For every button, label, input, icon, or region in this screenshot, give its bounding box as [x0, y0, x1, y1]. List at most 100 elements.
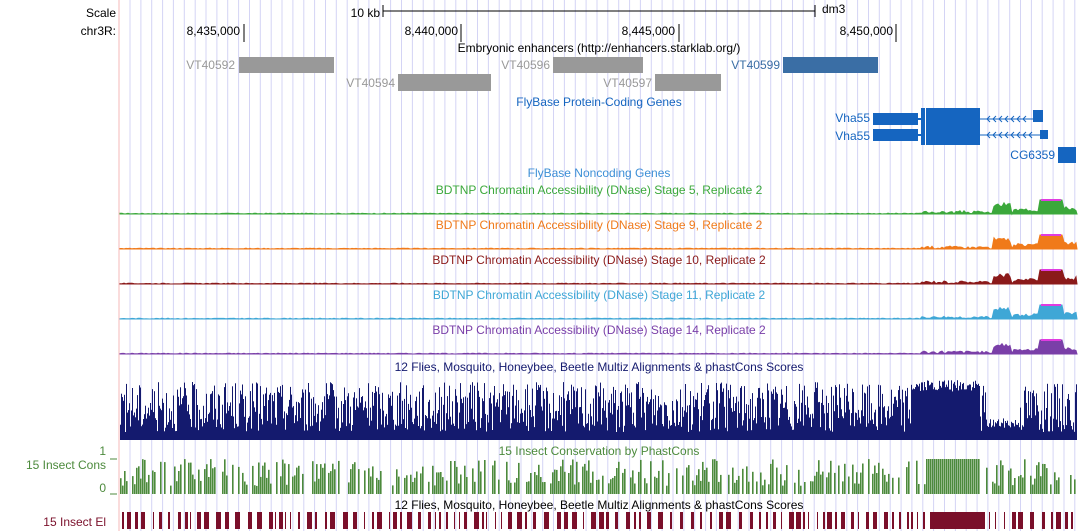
- multiz-bar: [768, 390, 769, 440]
- multiz-bar: [191, 426, 192, 440]
- enhancer-item-vt40597[interactable]: VT40597: [603, 74, 721, 91]
- multiz-bar: [260, 386, 261, 440]
- enhancer-block[interactable]: [783, 57, 878, 73]
- phastcons-bar: [718, 481, 720, 494]
- gene-item-cg6359[interactable]: CG6359: [1010, 147, 1076, 163]
- multiz-bar: [732, 411, 733, 440]
- dnase-signal[interactable]: [119, 339, 1078, 355]
- gene-item-vha55-2[interactable]: Vha55: [835, 125, 1048, 145]
- dnase-signal[interactable]: [119, 199, 1078, 216]
- element-block: [892, 512, 894, 529]
- enhancer-block[interactable]: [239, 57, 334, 73]
- enhancer-block[interactable]: [398, 74, 491, 91]
- multiz-bar: [708, 385, 709, 440]
- element-block: [781, 512, 782, 529]
- element-block: [279, 512, 283, 529]
- multiz-bar: [932, 382, 933, 440]
- multiz-bar: [661, 405, 662, 440]
- multiz-bar: [979, 386, 980, 440]
- multiz-bar: [748, 404, 749, 440]
- element-block: [525, 512, 527, 529]
- multiz-bar: [899, 385, 900, 440]
- protein-coding-genes-track[interactable]: FlyBase Protein-Coding Genes Vha55 Vha55: [516, 95, 1076, 163]
- multiz-bar: [828, 403, 829, 440]
- phastcons-bar: [318, 478, 320, 494]
- multiz-bar: [634, 425, 635, 440]
- multiz-bar: [549, 403, 550, 440]
- gene-model[interactable]: [873, 108, 1043, 128]
- multiz-bar: [372, 391, 373, 440]
- multiz-bar: [531, 417, 532, 440]
- gene-model[interactable]: [1058, 147, 1076, 163]
- multiz-bar: [404, 398, 405, 440]
- multiz-bar: [691, 429, 692, 440]
- dnase-track-stage14[interactable]: BDTNP Chromatin Accessibility (DNase) St…: [119, 323, 1078, 355]
- multiz-bar: [252, 383, 253, 440]
- multiz-bar: [349, 423, 350, 440]
- multiz-bar: [928, 380, 929, 440]
- enhancer-item-vt40596[interactable]: VT40596: [501, 57, 643, 73]
- multiz-bar: [1067, 398, 1068, 440]
- multiz-bar: [415, 401, 416, 440]
- multiz-bar: [360, 402, 361, 440]
- multiz-bar: [129, 403, 130, 440]
- phastcons-bar: [582, 466, 584, 494]
- multiz-bar: [1019, 427, 1020, 440]
- dnase-track-stage11[interactable]: BDTNP Chromatin Accessibility (DNase) St…: [119, 288, 1078, 320]
- dnase-signal[interactable]: [119, 304, 1078, 320]
- multiz-bar: [647, 396, 648, 440]
- multiz-bar: [710, 430, 711, 440]
- enhancer-item-vt40599[interactable]: VT40599: [731, 57, 878, 73]
- enhancers-track[interactable]: Embryonic enhancers (http://enhancers.st…: [186, 41, 878, 91]
- multiz-bar: [890, 416, 891, 440]
- multiz-bar: [695, 399, 696, 440]
- multiz-bar: [236, 423, 237, 440]
- multiz-bar: [223, 429, 224, 440]
- gene-model[interactable]: [873, 125, 1048, 145]
- multiz-bar: [903, 402, 904, 440]
- multiz-bar: [961, 389, 962, 440]
- enhancer-block[interactable]: [655, 74, 721, 91]
- multiz-bar: [851, 413, 852, 440]
- multiz-track[interactable]: 12 Flies, Mosquito, Honeybee, Beetle Mul…: [120, 360, 1077, 440]
- dnase-track-stage5[interactable]: BDTNP Chromatin Accessibility (DNase) St…: [119, 183, 1078, 216]
- phastcons-track[interactable]: 15 Insect Conservation by PhastCons 15 I…: [26, 444, 1076, 495]
- enhancer-item-vt40594[interactable]: VT40594: [346, 74, 491, 91]
- multiz-bar: [847, 383, 848, 440]
- multiz-bar: [148, 407, 149, 440]
- phastcons-bar: [974, 459, 976, 494]
- multiz-bar: [800, 421, 801, 440]
- dnase-signal[interactable]: [119, 234, 1078, 250]
- dnase-track-stage10[interactable]: BDTNP Chromatin Accessibility (DNase) St…: [119, 253, 1078, 285]
- multiz-bar: [251, 428, 252, 440]
- element-block: [873, 512, 877, 529]
- phastcons-signal[interactable]: [120, 459, 1076, 494]
- noncoding-genes-track[interactable]: FlyBase Noncoding Genes: [528, 166, 671, 180]
- multiz-bar: [530, 410, 531, 440]
- multiz-bar: [790, 423, 791, 440]
- multiz-bar: [960, 382, 961, 440]
- gene-item-vha55-1[interactable]: Vha55: [835, 108, 1043, 128]
- phastcons-side-label[interactable]: 15 Insect Cons: [26, 458, 106, 472]
- multiz-bar: [587, 423, 588, 440]
- elements-blocks[interactable]: [122, 512, 1073, 529]
- dnase-track-stage9[interactable]: BDTNP Chromatin Accessibility (DNase) St…: [119, 218, 1078, 250]
- multiz-bar: [623, 431, 624, 440]
- enhancer-item-vt40592[interactable]: VT40592: [186, 57, 334, 73]
- dnase-signal[interactable]: [119, 269, 1078, 285]
- enhancer-block[interactable]: [553, 57, 643, 73]
- elements-track[interactable]: 12 Flies, Mosquito, Honeybee, Beetle Mul…: [43, 498, 1073, 529]
- elements-side-label[interactable]: 15 Insect El: [43, 515, 106, 529]
- multiz-bar: [353, 397, 354, 440]
- element-block: [435, 512, 436, 529]
- element-block: [766, 512, 768, 529]
- multiz-bar: [785, 402, 786, 440]
- ruler[interactable]: Scale chr3R: 10 kb dm3 8,435,000 8,440,0…: [81, 2, 897, 42]
- multiz-bar: [679, 422, 680, 440]
- phastcons-bar: [960, 459, 962, 494]
- multiz-bar: [963, 382, 964, 440]
- multiz-bar: [386, 413, 387, 440]
- multiz-signal[interactable]: [120, 380, 1077, 440]
- phastcons-bar: [376, 477, 378, 494]
